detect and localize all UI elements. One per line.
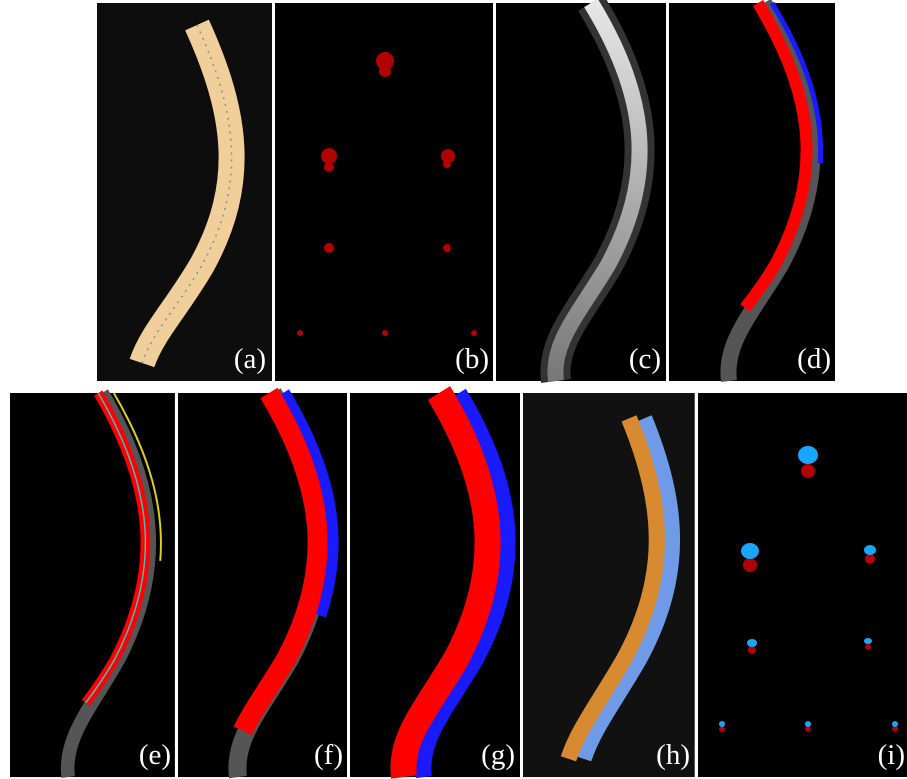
panel-label: (g) [481,739,515,771]
panel-label: (c) [629,343,661,375]
panel-a [97,3,272,381]
panel-g [350,393,520,777]
panel-f [178,393,347,777]
panel-label: (b) [455,343,489,375]
panel-b [275,3,493,381]
page: {"panels": [{"label": "(a)"}, {"label": … [0,0,907,779]
panel-label: (h) [656,739,690,771]
figure: (a) (b) (c) (d) (e) (f) (g) (h) (i) [0,0,907,779]
panel-i [698,393,907,777]
panel-label: (f) [314,739,343,771]
panel-d [669,3,835,381]
panel-label: (e) [139,739,171,771]
panel-label: (i) [878,739,905,771]
panel-label: (d) [797,343,831,375]
panel-label: (a) [234,343,266,375]
panel-e [10,393,175,777]
panel-c [496,3,666,381]
panel-h [523,393,695,777]
